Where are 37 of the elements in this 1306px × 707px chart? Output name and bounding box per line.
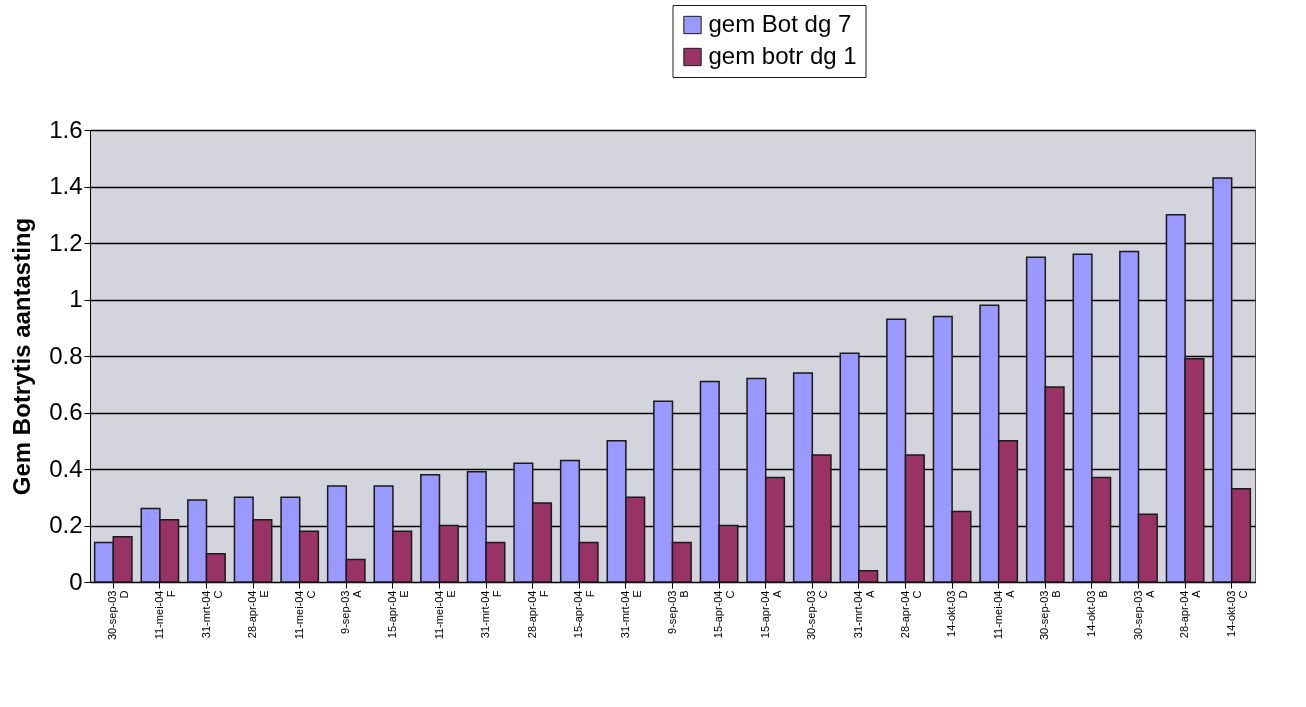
x-tick-label: 30-sep-03 B [1038, 590, 1063, 641]
x-tick-label: 11-mei-04 A [991, 589, 1016, 640]
x-tick-label: 31-mrt-04 C [199, 590, 224, 639]
y-tick-label: 1.2 [49, 228, 83, 256]
x-tick-label: 28-apr-04 A [1178, 589, 1203, 639]
x-tick-label: 30-sep-03 C [805, 590, 830, 641]
y-tick-label: 0.8 [49, 341, 83, 369]
x-tick-label: 28-apr-04 F [525, 590, 550, 639]
x-tick-label: 9-sep-03 A [339, 589, 364, 634]
x-tick-label: 11-mei-04 F [152, 590, 177, 640]
x-tick-label: 30-sep-03 D [106, 590, 131, 641]
y-tick-label: 1.6 [49, 115, 83, 143]
y-tick-label: 1 [69, 285, 83, 312]
x-tick-label: 9-sep-03 B [665, 590, 690, 634]
x-tick-label: 28-apr-04 E [246, 590, 271, 639]
y-tick-label: 0.2 [49, 511, 83, 538]
x-tick-label: 28-apr-04 C [898, 590, 923, 639]
y-tick-label: 0 [69, 567, 83, 595]
x-tick-label: 14-okt-03 D [945, 590, 970, 637]
y-axis-title: Gem Botrytis aantasting [8, 217, 36, 496]
x-tick-label: 15-apr-04 A [758, 589, 783, 639]
x-tick-label: 15-apr-04 E [385, 590, 410, 639]
x-tick-label: 11-mei-04 C [292, 590, 317, 640]
x-tick-label: 30-sep-03 A [1131, 589, 1156, 641]
x-tick-label: 31-mrt-04 A [851, 589, 876, 639]
y-tick-label: 0.4 [49, 454, 83, 482]
x-tick-label: 14-okt-03 B [1084, 590, 1109, 637]
y-tick-label: 0.6 [49, 398, 83, 425]
x-tick-label: 15-apr-04 C [712, 590, 737, 639]
x-tick-label: 31-mrt-04 F [479, 590, 504, 639]
x-tick-label: 15-apr-04 F [572, 590, 597, 639]
legend-label: gem botr dg 1 [708, 42, 857, 69]
x-tick-label: 11-mei-04 E [432, 590, 457, 640]
y-tick-label: 1.4 [49, 172, 83, 199]
x-tick-label: 14-okt-03 C [1224, 590, 1249, 637]
x-tick-label: 31-mrt-04 E [618, 590, 643, 639]
legend-label: gem Bot dg 7 [708, 10, 852, 37]
